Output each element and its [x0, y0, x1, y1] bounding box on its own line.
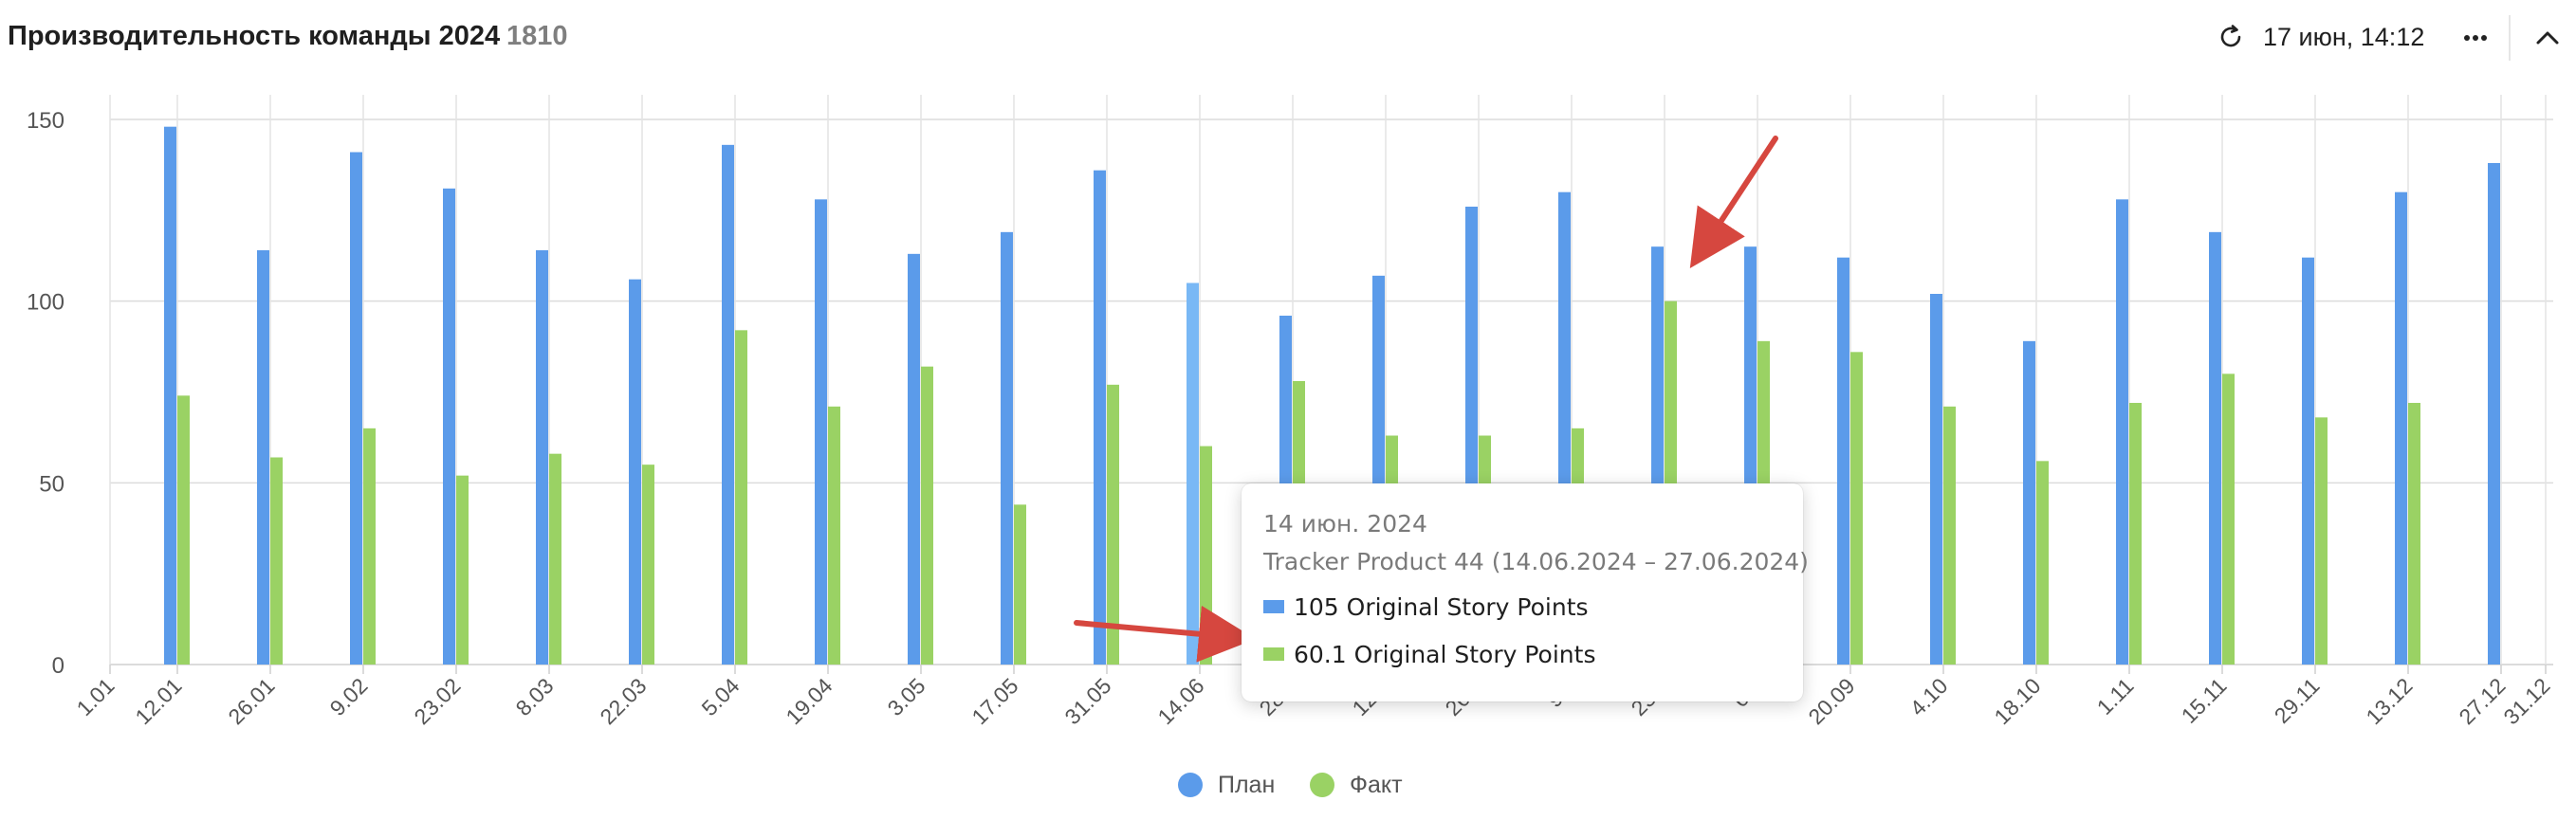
bar-fact	[456, 475, 469, 665]
legend-item-fact[interactable]: Факт	[1310, 766, 1403, 804]
tooltip-date: 14 июн. 2024	[1263, 510, 1427, 537]
bar-plan	[1001, 231, 1013, 665]
bar-plan	[2209, 231, 2221, 665]
tooltip-sprint: Tracker Product 44 (14.06.2024 – 27.06.2…	[1263, 548, 1809, 575]
bar-plan	[629, 279, 641, 665]
tooltip-fact-value: 60.1 Original Story Points	[1294, 641, 1596, 668]
bar-fact	[2222, 373, 2235, 665]
tooltip-row-plan: 105 Original Story Points	[1263, 593, 1589, 622]
x-tick-label: 31.05	[1059, 673, 1115, 729]
x-tick-label: 31.12	[2498, 673, 2554, 729]
x-tick-label: 29.11	[2270, 673, 2325, 728]
bar-plan	[2395, 191, 2407, 665]
legend-label-plan: План	[1218, 771, 1276, 798]
y-tick-label: 150	[27, 108, 64, 134]
bar-plan	[443, 188, 455, 665]
legend-dot-plan	[1178, 773, 1203, 797]
legend-dot-fact	[1310, 773, 1334, 797]
annotation-arrow-fact-bar	[1689, 136, 1778, 269]
bar-plan	[536, 250, 548, 665]
bar-plan	[1094, 170, 1106, 665]
y-tick-label: 50	[39, 471, 64, 497]
chart-header: Производительность команды 2024 1810 17 …	[0, 0, 2576, 76]
bar-plan	[2488, 163, 2500, 665]
bar-plan	[164, 126, 176, 665]
bar-plan	[1930, 294, 1942, 665]
fact-swatch	[1263, 647, 1284, 661]
x-tick-label: 5.04	[696, 673, 744, 720]
bar-fact	[2036, 461, 2049, 665]
bar-plan	[2302, 257, 2314, 665]
tooltip-plan-value: 105 Original Story Points	[1294, 593, 1589, 621]
x-tick-label: 15.11	[2177, 673, 2232, 728]
bar-fact	[1943, 406, 1956, 665]
x-tick-label: 12.01	[130, 673, 186, 729]
bar-plan	[350, 152, 362, 665]
x-tick-label: 3.05	[882, 673, 929, 720]
legend-label-fact: Факт	[1350, 771, 1403, 798]
bar-plan	[815, 199, 827, 665]
bar-plan	[722, 144, 734, 665]
tooltip-row-fact: 60.1 Original Story Points	[1263, 641, 1595, 669]
x-tick-label: 27.12	[2454, 673, 2510, 729]
x-tick-label: 18.10	[1989, 673, 2045, 729]
chart-title: Производительность команды 2024	[8, 21, 501, 51]
bar-plan	[908, 253, 920, 665]
x-tick-label: 1.01	[71, 673, 119, 720]
bar-fact	[363, 428, 376, 665]
y-tick-label: 0	[52, 653, 64, 679]
x-tick-label: 9.02	[324, 673, 372, 720]
bar-fact	[2315, 417, 2328, 665]
bar-plan	[2023, 340, 2035, 665]
legend-item-plan[interactable]: План	[1178, 766, 1275, 804]
x-tick-label: 13.12	[2361, 673, 2417, 729]
x-tick-label: 17.05	[966, 673, 1022, 729]
x-tick-label: 20.09	[1803, 673, 1859, 729]
y-axis-ticks: 0 50 100 150	[27, 108, 64, 679]
x-tick-label: 22.03	[595, 673, 651, 729]
bar-plan	[257, 250, 269, 665]
chevron-up-icon[interactable]	[2530, 21, 2565, 55]
bar-fact	[1850, 352, 1863, 665]
bar-plan	[2116, 199, 2128, 665]
bar-fact	[828, 406, 840, 665]
bar-plan	[1187, 282, 1199, 665]
bar-fact	[177, 395, 190, 665]
chart-tooltip: 14 июн. 2024 Tracker Product 44 (14.06.2…	[1242, 483, 1809, 701]
x-tick-label: 4.10	[1904, 673, 1952, 720]
more-icon[interactable]	[2456, 19, 2494, 57]
annotation-arrow-tooltip	[1074, 605, 1256, 663]
bar-fact	[1014, 504, 1026, 665]
item-count: 1810	[506, 21, 568, 51]
x-tick-label: 23.02	[409, 673, 465, 729]
y-tick-label: 100	[27, 290, 64, 316]
bar-fact	[642, 465, 654, 665]
bar-fact	[921, 366, 933, 665]
x-tick-label: 19.04	[781, 673, 837, 729]
refresh-icon[interactable]	[2217, 23, 2245, 51]
plan-swatch	[1263, 600, 1284, 613]
bar-fact	[549, 453, 561, 665]
bar-fact	[1107, 384, 1119, 665]
bar-fact	[2408, 403, 2420, 665]
bar-fact	[270, 457, 283, 665]
chart-legend: План Факт	[0, 766, 2576, 804]
bar-fact	[735, 330, 747, 665]
last-updated: 17 июн, 14:12	[2263, 23, 2425, 51]
x-tick-label: 26.01	[223, 673, 279, 729]
header-divider	[2509, 15, 2511, 61]
x-tick-label: 8.03	[510, 673, 558, 720]
annotation-arrows	[1074, 136, 1778, 663]
bar-plan	[1837, 257, 1849, 665]
x-tick-label: 14.06	[1152, 673, 1208, 729]
bar-fact	[2129, 403, 2142, 665]
x-tick-label: 1.11	[2092, 673, 2139, 720]
